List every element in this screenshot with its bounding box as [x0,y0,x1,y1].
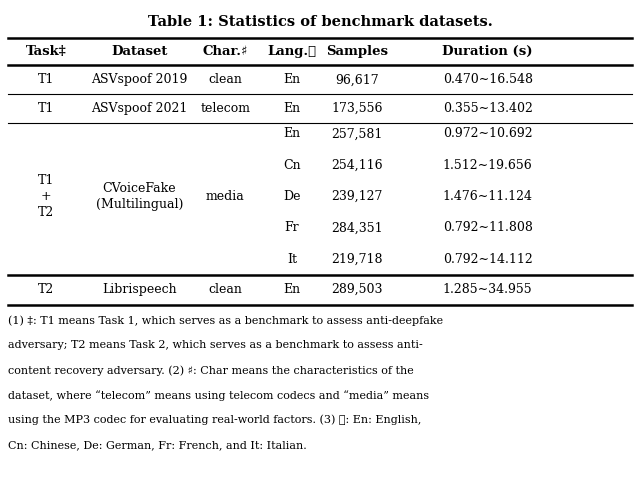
Text: Task‡: Task‡ [26,45,67,58]
Text: Cn: Cn [283,159,301,172]
Text: 1.476∼11.124: 1.476∼11.124 [443,190,532,203]
Text: Dataset: Dataset [111,45,168,58]
Text: En: En [284,127,300,141]
Text: Fr: Fr [285,221,299,234]
Text: T2: T2 [38,283,54,296]
Text: De: De [283,190,301,203]
Text: dataset, where “telecom” means using telecom codecs and “media” means: dataset, where “telecom” means using tel… [8,390,429,401]
Text: Cn: Chinese, De: German, Fr: French, and It: Italian.: Cn: Chinese, De: German, Fr: French, and… [8,440,307,450]
Text: 0.792∼11.808: 0.792∼11.808 [443,221,532,234]
Text: It: It [287,252,297,266]
Text: T1: T1 [38,73,54,87]
Text: 0.355∼13.402: 0.355∼13.402 [443,102,532,115]
Text: 257,581: 257,581 [332,127,383,141]
Text: 219,718: 219,718 [332,252,383,266]
Text: 254,116: 254,116 [332,159,383,172]
Text: CVoiceFake
(Multilingual): CVoiceFake (Multilingual) [96,182,183,211]
Text: 0.470∼16.548: 0.470∼16.548 [443,73,532,87]
Text: content recovery adversary. (2) ♯: Char means the characteristics of the: content recovery adversary. (2) ♯: Char … [8,365,413,376]
Text: T1: T1 [38,102,54,115]
Text: Lang.★: Lang.★ [268,45,316,58]
Text: ASVspoof 2019: ASVspoof 2019 [92,73,188,87]
Text: telecom: telecom [200,102,250,115]
Text: T1
+
T2: T1 + T2 [38,174,54,219]
Text: ASVspoof 2021: ASVspoof 2021 [92,102,188,115]
Text: 0.972∼10.692: 0.972∼10.692 [443,127,532,141]
Text: En: En [284,102,300,115]
Text: Table 1: Statistics of benchmark datasets.: Table 1: Statistics of benchmark dataset… [148,14,492,29]
Text: En: En [284,283,300,296]
Text: 0.792∼14.112: 0.792∼14.112 [443,252,532,266]
Text: 96,617: 96,617 [335,73,379,87]
Text: 1.512∼19.656: 1.512∼19.656 [443,159,532,172]
Text: En: En [284,73,300,87]
Text: 284,351: 284,351 [332,221,383,234]
Text: 239,127: 239,127 [332,190,383,203]
Text: using the MP3 codec for evaluating real-world factors. (3) ★: En: English,: using the MP3 codec for evaluating real-… [8,415,421,425]
Text: 1.285∼34.955: 1.285∼34.955 [443,283,532,296]
Text: clean: clean [209,73,242,87]
Text: Librispeech: Librispeech [102,283,177,296]
Text: adversary; T2 means Task 2, which serves as a benchmark to assess anti-: adversary; T2 means Task 2, which serves… [8,340,422,350]
Text: 289,503: 289,503 [332,283,383,296]
Text: Samples: Samples [326,45,388,58]
Text: Char.♯: Char.♯ [203,45,248,58]
Text: Duration (s): Duration (s) [442,45,533,58]
Text: media: media [206,190,244,203]
Text: 173,556: 173,556 [332,102,383,115]
Text: clean: clean [209,283,242,296]
Text: (1) ‡: T1 means Task 1, which serves as a benchmark to assess anti-deepfake: (1) ‡: T1 means Task 1, which serves as … [8,315,443,326]
